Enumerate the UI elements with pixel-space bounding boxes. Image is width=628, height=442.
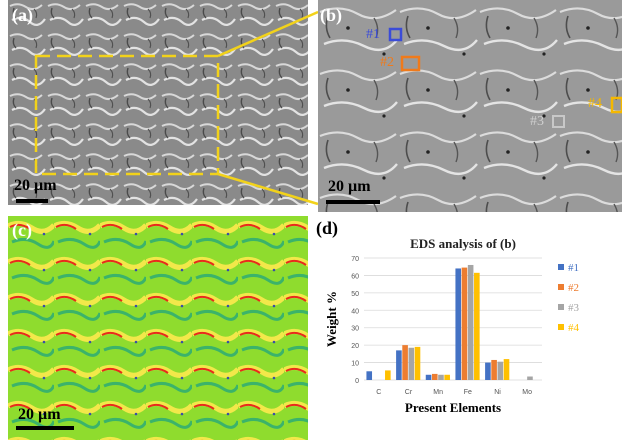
marker-1-label: #1 [366, 27, 380, 42]
bar [503, 359, 510, 380]
marker-4-label: #4 [588, 96, 602, 111]
y-tick-label: 50 [351, 291, 359, 298]
bar [474, 272, 480, 380]
panel-b-label: (b) [320, 5, 342, 25]
bar [408, 347, 415, 380]
scale-bar-c [16, 426, 74, 430]
y-tick-label: 40 [351, 308, 359, 315]
panel-b-sem-image: (b) #1 #2 #3 #4 20 µm [318, 0, 622, 212]
marker-4-box [610, 96, 622, 114]
bar [425, 374, 432, 380]
legend-label: #4 [568, 322, 580, 334]
panel-a-label: (a) [12, 5, 33, 25]
bar [527, 376, 533, 380]
bar [485, 362, 491, 380]
legend-label: #1 [568, 262, 579, 274]
sem-image-a [8, 0, 308, 205]
scale-bar-b [326, 200, 380, 204]
bar [467, 264, 474, 380]
legend-swatch [558, 284, 564, 290]
marker-3-label: #3 [530, 114, 544, 129]
x-tick-label: Fe [464, 389, 472, 396]
legend-label: #3 [568, 302, 580, 314]
marker-3-box [552, 115, 565, 128]
y-tick-label: 70 [351, 256, 359, 263]
marker-2-label: #2 [380, 55, 394, 70]
bar [366, 371, 373, 380]
bar [438, 374, 444, 380]
bar [497, 361, 504, 380]
y-tick-label: 0 [355, 378, 359, 385]
legend-swatch [558, 264, 564, 270]
bar [414, 346, 421, 380]
scale-bar-a [16, 199, 48, 203]
y-tick-label: 60 [351, 273, 359, 280]
panel-d-label: (d) [316, 218, 338, 238]
bar [444, 374, 450, 380]
legend-swatch [558, 304, 564, 310]
zoom-region-box [34, 54, 220, 176]
marker-1-box [388, 27, 403, 42]
x-axis-label: Present Elements [405, 400, 501, 415]
marker-2-box [400, 55, 421, 72]
y-tick-label: 10 [351, 361, 359, 368]
bar [461, 267, 468, 380]
bar [491, 359, 497, 380]
x-tick-label: Mo [522, 389, 532, 396]
bar [385, 370, 391, 380]
legend-swatch [558, 324, 564, 330]
scale-bar-a-label: 20 µm [14, 177, 57, 194]
legend-label: #2 [568, 282, 579, 294]
y-axis-label: Weight % [324, 291, 339, 347]
bar [396, 350, 402, 380]
phase-map-c [8, 216, 308, 440]
bar [402, 345, 408, 380]
eds-bar-chart: EDS analysis of (b) 0 10 20 30 40 50 60 70 Weight… [324, 236, 580, 415]
bar [431, 373, 438, 380]
scale-bar-c-label: 20 µm [18, 406, 61, 423]
scale-bar-b-label: 20 µm [328, 178, 371, 195]
panel-c-label: (c) [12, 220, 32, 240]
x-tick-label: C [376, 389, 381, 396]
zoom-connector-lines [217, 10, 319, 206]
panel-c-kam-map: (c) 20 µm [8, 216, 308, 440]
x-tick-label: Ni [494, 389, 501, 396]
panel-a-sem-image: (a) 20 µm [8, 0, 308, 205]
x-tick-label: Mn [433, 389, 443, 396]
y-tick-label: 20 [351, 343, 359, 350]
sem-image-b [318, 0, 622, 212]
x-tick-label: Cr [405, 389, 413, 396]
y-tick-label: 30 [351, 326, 359, 333]
bar [455, 268, 462, 380]
chart-title: EDS analysis of (b) [410, 236, 516, 251]
